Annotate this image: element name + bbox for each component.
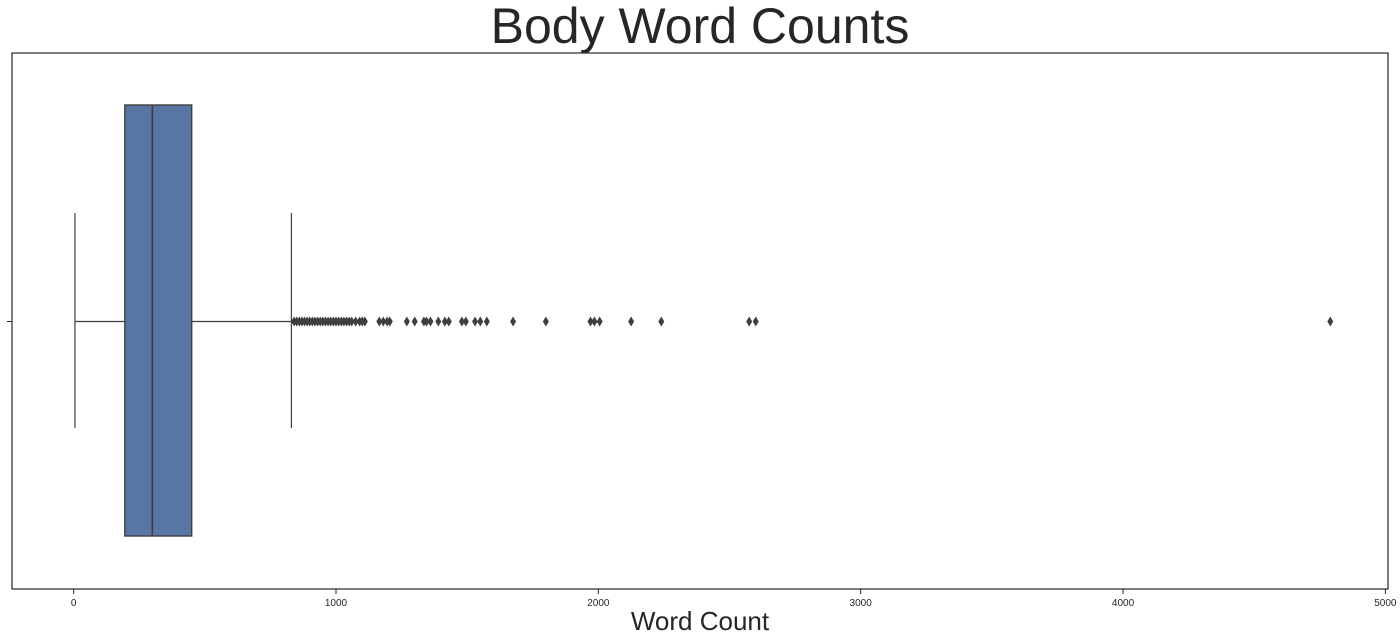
x-tick-label: 3000 — [850, 598, 873, 609]
x-tick-label: 5000 — [1374, 598, 1397, 609]
interquartile-box — [124, 104, 193, 537]
x-tick-label: 2000 — [587, 598, 610, 609]
outlier-point — [361, 316, 368, 327]
x-tick-label: 4000 — [1112, 598, 1135, 609]
outlier-point — [348, 316, 355, 327]
outlier-point — [591, 316, 598, 327]
outlier-point — [411, 316, 418, 327]
outlier-point — [658, 316, 665, 327]
outlier-point — [477, 316, 484, 327]
outlier-point — [435, 316, 442, 327]
x-tick-label: 0 — [71, 598, 77, 609]
outlier-point — [483, 316, 490, 327]
outlier-point — [458, 316, 465, 327]
outlier-point — [376, 316, 383, 327]
x-tick-label: 1000 — [325, 598, 348, 609]
outlier-point — [352, 316, 359, 327]
outlier-point — [462, 316, 469, 327]
outlier-point — [427, 316, 434, 327]
outlier-point — [441, 316, 448, 327]
outlier-point — [746, 316, 753, 327]
outlier-point — [628, 316, 635, 327]
outlier-point — [596, 316, 603, 327]
outlier-point — [380, 316, 387, 327]
outlier-point — [542, 316, 549, 327]
outlier-point — [752, 316, 759, 327]
outlier-point — [445, 316, 452, 327]
outlier-point — [587, 316, 594, 327]
outlier-point — [1327, 316, 1334, 327]
outlier-point — [423, 316, 430, 327]
chart-title: Body Word Counts — [491, 0, 910, 54]
outlier-point — [403, 316, 410, 327]
outlier-point — [510, 316, 517, 327]
x-axis-label: Word Count — [631, 606, 770, 636]
outlier-point — [472, 316, 479, 327]
outlier-point — [386, 316, 393, 327]
